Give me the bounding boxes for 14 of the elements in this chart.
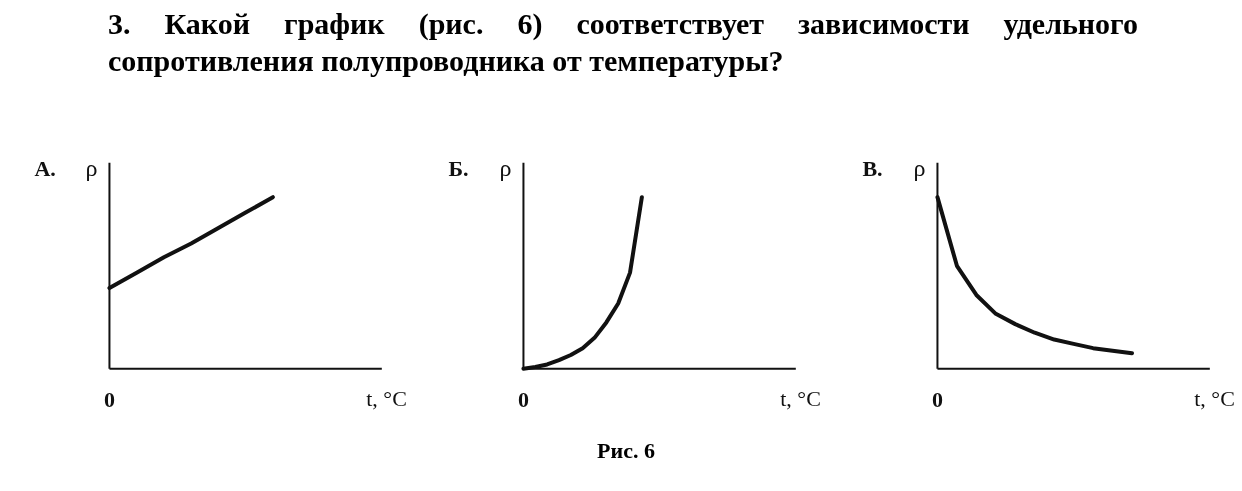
x-axis-title: t, °C [780, 385, 821, 411]
text: Рис. 6 [597, 437, 655, 465]
chart-title: Б. [448, 155, 469, 181]
y-axis-title: ρ [85, 154, 98, 181]
text: 0 [517, 386, 529, 412]
chart-title: В. [862, 155, 883, 181]
x-axis-title: t, °C [366, 385, 407, 411]
text: 0 [103, 386, 115, 412]
x-axis-title: t, °C [1194, 385, 1235, 411]
chart-title: А. [34, 155, 56, 181]
text: 3. Какой график (рис. 6) соответствует зависимости удельного сопротивления полупроводника от температуры? [108, 6, 1138, 79]
y-axis-title: ρ [913, 154, 926, 181]
y-axis-title: ρ [499, 154, 512, 181]
text: 0 [931, 386, 943, 412]
